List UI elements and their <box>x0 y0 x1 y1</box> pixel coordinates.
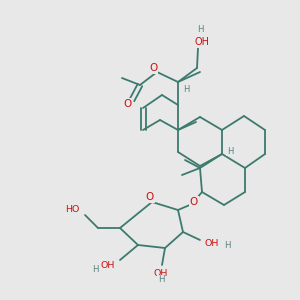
Text: H: H <box>227 146 233 155</box>
Text: O: O <box>146 192 154 202</box>
Text: HO: HO <box>65 206 79 214</box>
Text: H: H <box>92 266 98 274</box>
Text: O: O <box>149 63 157 73</box>
Text: H: H <box>183 85 189 94</box>
Text: H: H <box>197 26 203 34</box>
Text: O: O <box>190 197 198 207</box>
Text: O: O <box>124 99 132 109</box>
Text: OH: OH <box>154 268 168 278</box>
Text: OH: OH <box>205 239 219 248</box>
Text: OH: OH <box>194 37 209 47</box>
Text: OH: OH <box>101 262 115 271</box>
Text: H: H <box>158 275 164 284</box>
Text: H: H <box>224 241 230 250</box>
